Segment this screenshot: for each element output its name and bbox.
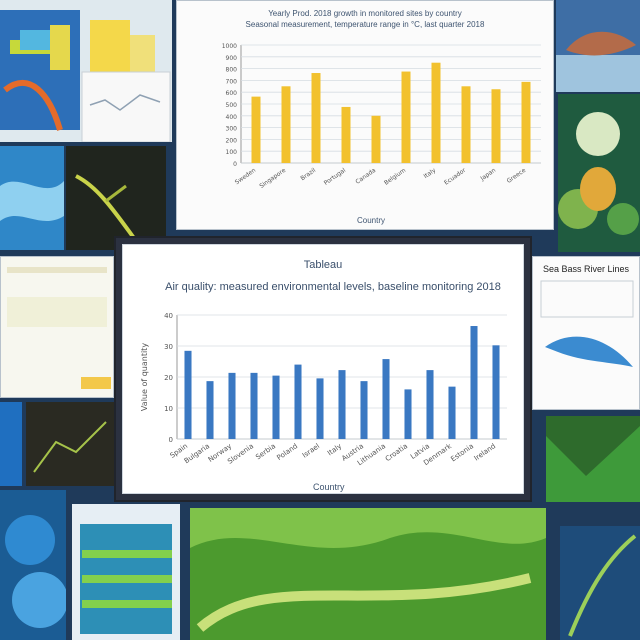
branch-photo-art	[66, 146, 166, 250]
bar	[272, 375, 280, 439]
whale-art	[540, 280, 634, 367]
main-chart-panel: Tableau Air quality: measured environmen…	[122, 244, 524, 494]
bar	[250, 372, 258, 439]
bar	[491, 89, 501, 163]
fish-photo-art	[556, 0, 640, 92]
x-tick-label: Japan	[479, 167, 498, 183]
x-tick-label: Greece	[506, 167, 528, 185]
top-chart-subtitle: Seasonal measurement, temperature range …	[245, 20, 485, 29]
y-tick-label: 40	[164, 312, 173, 320]
top-chart-xlabel: Country	[357, 216, 386, 225]
bar	[311, 73, 321, 163]
y-tick-label: 900	[226, 55, 238, 62]
dashboard-thumbnail-top-left	[0, 0, 172, 142]
blue-abstract-thumbnail	[0, 146, 64, 250]
y-tick-label: 300	[226, 126, 238, 133]
y-tick-label: 500	[226, 102, 238, 109]
blue-strip-art	[0, 402, 22, 486]
x-tick-label: Estonia	[449, 442, 475, 463]
side-panel-label: Sea Bass River Lines	[542, 265, 630, 274]
bar	[470, 326, 478, 439]
main-chart-title: Tableau	[303, 259, 343, 271]
coral-photo-thumbnail	[0, 490, 66, 640]
x-tick-label: Singapore	[258, 167, 287, 190]
cactus-art	[72, 504, 180, 640]
y-tick-label: 700	[226, 78, 238, 85]
bar	[521, 81, 531, 163]
top-chart-title: Yearly Prod. 2018 growth in monitored si…	[268, 9, 462, 18]
x-tick-label: Croatia	[384, 442, 409, 463]
y-tick-label: 20	[164, 374, 173, 382]
dark-plot-thumbnail	[26, 402, 114, 486]
x-tick-label: Portugal	[323, 167, 348, 187]
x-tick-label: Belgium	[383, 167, 407, 187]
y-tick-label: 10	[164, 405, 173, 413]
x-tick-label: Serbia	[254, 442, 277, 461]
fish-photo-thumbnail	[556, 0, 640, 92]
main-chart-subtitle: Air quality: measured environmental leve…	[165, 281, 501, 293]
x-tick-label: Sweden	[234, 167, 258, 186]
x-tick-label: Brazil	[299, 167, 317, 183]
bar	[206, 381, 214, 439]
coral-photo-art	[0, 490, 66, 640]
bar	[401, 71, 411, 163]
y-tick-label: 0	[169, 436, 173, 444]
x-tick-label: Poland	[275, 442, 299, 462]
bar	[431, 62, 441, 164]
blue-abstract-art	[0, 146, 64, 250]
y-tick-label: 0	[233, 161, 237, 168]
bar	[404, 389, 412, 439]
y-tick-label: 400	[226, 114, 238, 121]
bar	[448, 386, 456, 439]
x-tick-label: Italy	[422, 167, 437, 180]
bar	[228, 372, 236, 439]
bar	[184, 350, 192, 439]
x-tick-label: Bulgaria	[183, 442, 211, 465]
bar	[281, 86, 291, 163]
green-foliage-thumbnail	[190, 508, 546, 640]
y-tick-label: 100	[226, 149, 238, 156]
fern-photo-thumbnail	[560, 526, 640, 640]
bar	[360, 381, 368, 439]
y-tick-label: 30	[164, 343, 173, 351]
bar	[382, 359, 390, 439]
bar	[294, 364, 302, 439]
main-chart-xlabel: Country	[313, 483, 345, 492]
x-tick-label: Ireland	[473, 442, 497, 462]
bar	[492, 345, 500, 439]
whale-chart-thumbnail: Sea Bass River Lines	[532, 256, 640, 410]
fern-photo-art	[560, 526, 640, 640]
bar	[251, 96, 261, 163]
table-thumbnail	[0, 256, 114, 398]
bar	[316, 378, 324, 439]
y-tick-label: 600	[226, 90, 238, 97]
blue-strip-thumbnail	[0, 402, 22, 486]
top-bar-chart-panel: Yearly Prod. 2018 growth in monitored si…	[176, 0, 554, 230]
y-tick-label: 200	[226, 137, 238, 144]
fruit-photo-thumbnail	[558, 94, 640, 252]
y-axis-label: Value of quantity	[140, 343, 149, 411]
leaf-photo-art	[546, 416, 640, 502]
main-chart-frame: Tableau Air quality: measured environmen…	[114, 236, 532, 502]
dark-plot-art	[26, 402, 114, 486]
cactus-thumbnail	[72, 504, 180, 640]
bar	[371, 115, 381, 163]
fruit-photo-art	[558, 94, 640, 252]
y-tick-label: 800	[226, 67, 238, 74]
bar	[338, 370, 346, 439]
bar	[426, 370, 434, 439]
table-art	[1, 257, 113, 397]
x-tick-label: Israel	[301, 442, 321, 460]
dashboard-thumbnail-art	[0, 0, 172, 142]
x-tick-label: Canada	[354, 167, 377, 186]
x-tick-label: Ecuador	[443, 167, 468, 187]
green-foliage-art	[190, 508, 546, 640]
bar	[341, 106, 351, 163]
bar	[461, 86, 471, 163]
branch-photo-thumbnail	[66, 146, 166, 250]
leaf-photo-thumbnail	[546, 416, 640, 502]
y-tick-label: 1000	[222, 43, 237, 50]
